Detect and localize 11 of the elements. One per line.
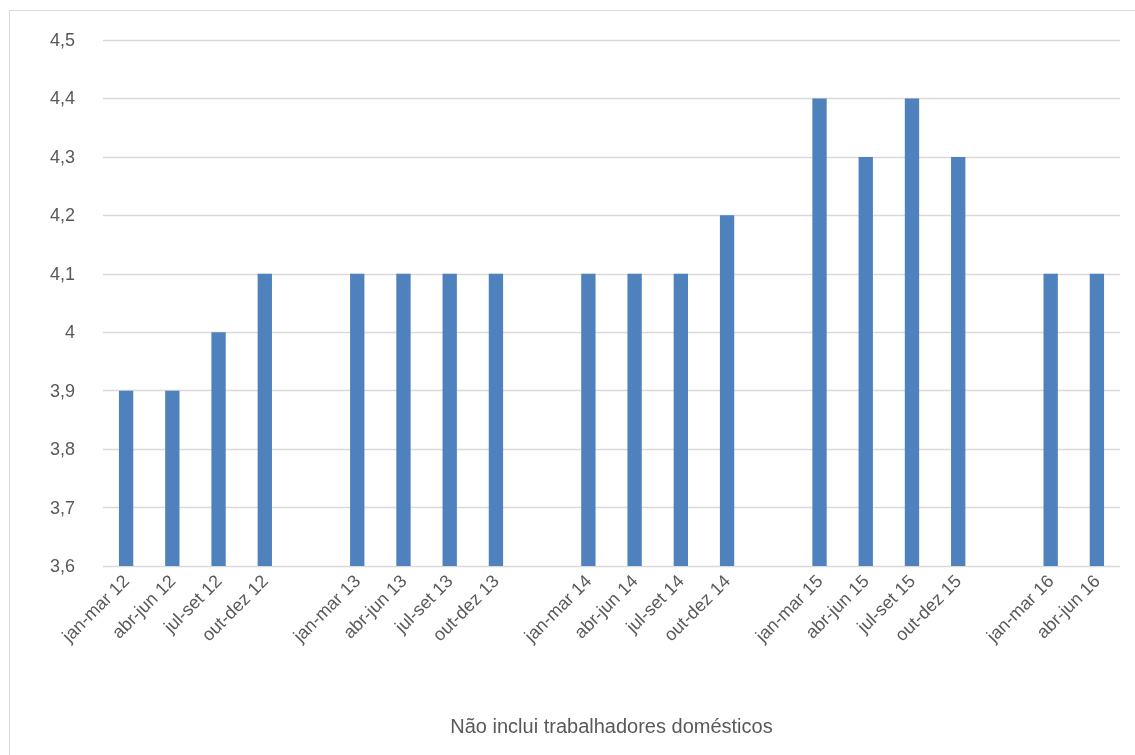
y-tick-label: 3,7 [49,497,75,518]
y-tick-label: 4,3 [49,146,75,167]
x-axis-title: Não inclui trabalhadores domésticos [450,715,773,737]
y-tick-label: 4,4 [49,88,75,109]
y-tick-label: 4,5 [49,30,75,50]
y-tick-label: 3,8 [49,439,75,460]
y-tick-label: 3,9 [49,380,75,401]
y-tick-label: 4 [64,322,75,343]
y-tick-label: 4,2 [49,205,75,226]
y-tick-label: 3,6 [49,556,75,576]
y-tick-label: 4,1 [49,263,75,284]
